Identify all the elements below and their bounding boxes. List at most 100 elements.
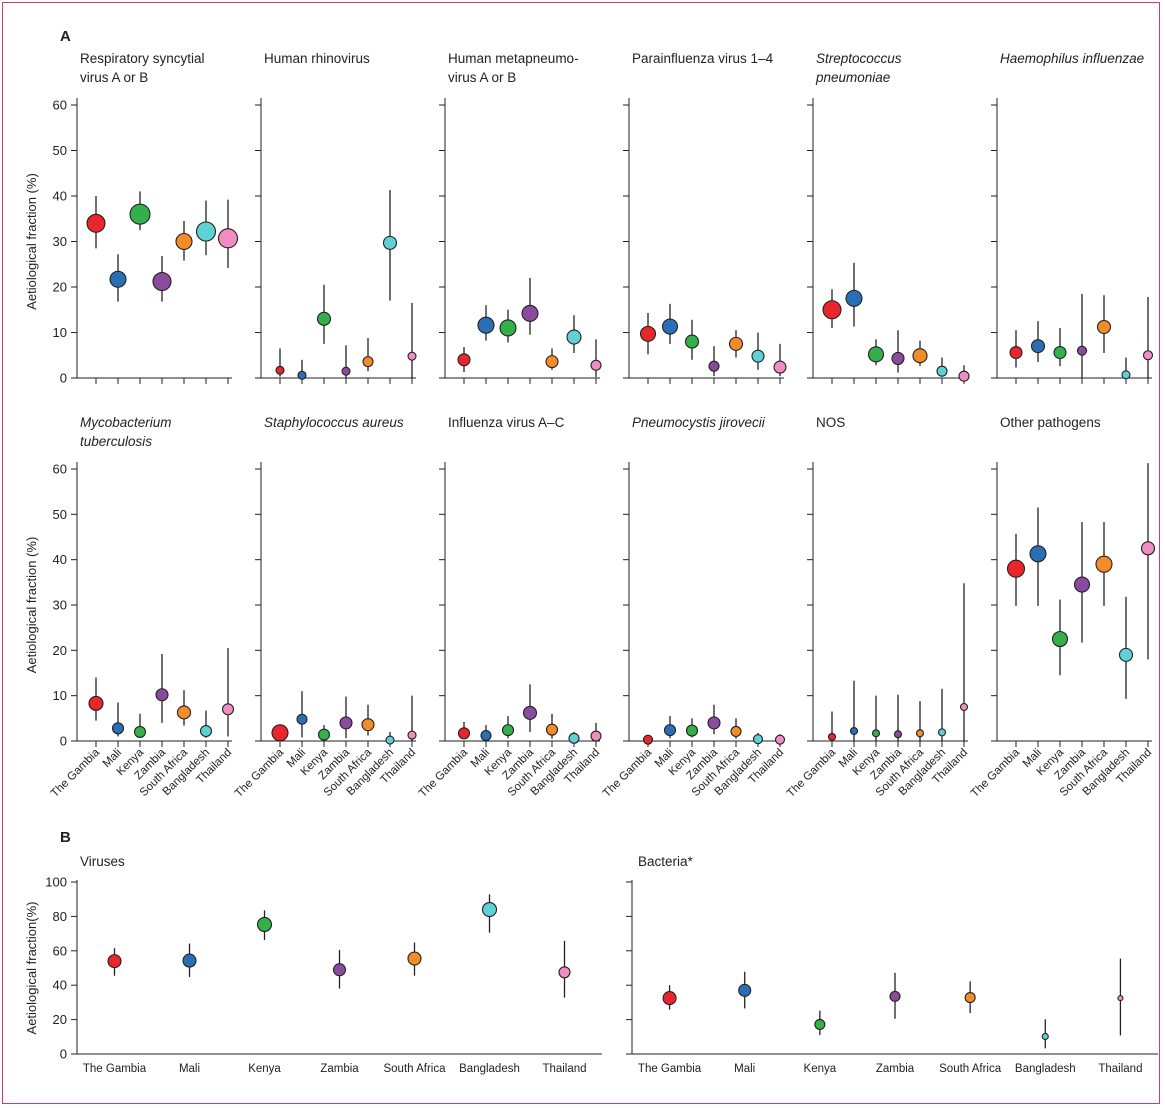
y-tick-label: 10: [53, 688, 67, 703]
x-tick-label: Zambia: [320, 1063, 359, 1075]
data-point-kenya: [256, 916, 273, 933]
data-point-south-africa: [730, 725, 742, 738]
panel-0-4: Streptococcus pneumoniae: [807, 51, 970, 384]
x-tick-label: The Gambia: [969, 746, 1023, 800]
x-tick-label: The Gambia: [638, 1063, 702, 1075]
panel-title: Mycobacterium: [80, 415, 172, 430]
x-tick-label: Kenya: [248, 1063, 281, 1075]
data-point-bangladesh: [382, 235, 398, 250]
data-point-the-gambia: [88, 695, 104, 711]
y-tick-label: 30: [53, 234, 67, 249]
data-point-thailand: [407, 730, 417, 740]
data-point-south-africa: [175, 232, 193, 251]
data-point-south-africa: [361, 718, 375, 732]
data-point-bangladesh: [568, 732, 580, 744]
data-point-kenya: [685, 724, 699, 737]
panel-title: Influenza virus A–C: [448, 415, 565, 430]
y-tick-label: 20: [53, 643, 67, 658]
data-point-zambia: [522, 705, 538, 720]
panel-title: Pneumocystis jirovecii: [632, 415, 766, 430]
data-point-south-africa: [728, 336, 744, 351]
x-tick-label: The Gambia: [785, 746, 839, 800]
data-point-mali: [1029, 545, 1047, 563]
data-point-bangladesh: [936, 365, 948, 377]
data-point-thailand: [590, 359, 602, 371]
panel-title: Bacteria*: [638, 854, 694, 869]
data-point-mali: [845, 289, 863, 307]
data-point-bangladesh: [385, 735, 395, 745]
data-point-thailand: [221, 703, 235, 716]
y-axis-label: Aetiological fraction(%): [24, 902, 39, 1035]
data-point-thailand: [774, 734, 786, 745]
data-point-kenya: [129, 203, 151, 225]
y-tick-label: 60: [53, 98, 67, 113]
data-point-mali: [849, 726, 859, 736]
y-tick-label: 40: [53, 552, 67, 567]
data-point-mali: [661, 318, 679, 335]
data-point-south-africa: [915, 729, 925, 738]
data-point-thailand: [590, 730, 602, 742]
panel-title: Streptococcus: [816, 51, 902, 66]
y-tick-label: 50: [53, 507, 67, 522]
x-tick-label: The Gambia: [83, 1063, 147, 1075]
data-point-mali: [738, 983, 752, 997]
data-point-south-africa: [407, 951, 422, 966]
y-tick-label: 80: [53, 909, 67, 924]
x-tick-label: Mali: [179, 1063, 200, 1075]
data-point-kenya: [871, 729, 881, 738]
data-point-the-gambia: [822, 300, 842, 320]
panel-b-0: Viruses 0 20 40 60 80 100 The Gambia Mali Kenya Za…: [45, 854, 602, 1075]
data-point-mali: [296, 713, 308, 725]
x-tick-label: Thailand: [542, 1063, 586, 1075]
data-point-kenya: [133, 725, 147, 738]
y-tick-label: 30: [53, 598, 67, 613]
panel-title: Viruses: [80, 854, 125, 869]
data-point-south-africa: [362, 356, 374, 368]
data-point-kenya: [1051, 630, 1069, 648]
x-tick-label: South Africa: [383, 1063, 446, 1075]
panel-title: NOS: [816, 415, 845, 430]
data-point-thailand: [558, 966, 571, 979]
x-tick-label: The Gambia: [601, 746, 655, 800]
data-point-zambia: [708, 360, 720, 372]
data-point-bangladesh: [1118, 647, 1134, 662]
data-point-thailand: [959, 702, 969, 712]
data-point-bangladesh: [195, 221, 217, 242]
y-tick-label: 0: [60, 1047, 67, 1062]
data-point-thailand: [773, 360, 787, 374]
y-tick-label: 10: [53, 325, 67, 340]
data-point-the-gambia: [86, 213, 106, 233]
y-tick-label: 100: [45, 875, 67, 890]
x-tick-label: Bangladesh: [1015, 1063, 1076, 1075]
x-tick-label: Mali: [734, 1063, 755, 1075]
data-point-the-gambia: [642, 734, 654, 745]
panel-title: Other pathogens: [1000, 415, 1101, 430]
data-point-mali: [480, 730, 492, 742]
x-tick-label: The Gambia: [233, 746, 287, 800]
y-tick-label: 40: [53, 189, 67, 204]
panel-title: tuberculosis: [80, 434, 152, 449]
data-point-kenya: [499, 319, 517, 337]
data-point-mali: [111, 722, 125, 735]
data-point-the-gambia: [662, 991, 677, 1006]
data-point-south-africa: [176, 705, 192, 720]
y-tick-label: 0: [60, 734, 67, 749]
y-tick-label: 20: [53, 1012, 67, 1027]
data-point-zambia: [341, 366, 351, 376]
data-point-south-africa: [1096, 319, 1112, 335]
x-tick-label: Bangladesh: [459, 1063, 520, 1075]
data-point-zambia: [707, 716, 721, 730]
data-point-bangladesh: [1041, 1032, 1049, 1041]
data-point-kenya: [814, 1018, 826, 1030]
data-point-south-africa: [545, 723, 559, 736]
panel-title: virus A or B: [448, 70, 516, 85]
data-point-south-africa: [912, 348, 928, 364]
data-point-zambia: [1076, 345, 1088, 356]
data-point-mali: [182, 953, 197, 968]
data-point-kenya: [1053, 345, 1067, 360]
panel-a-label: A: [60, 28, 71, 45]
y-tick-label: 0: [60, 371, 67, 386]
